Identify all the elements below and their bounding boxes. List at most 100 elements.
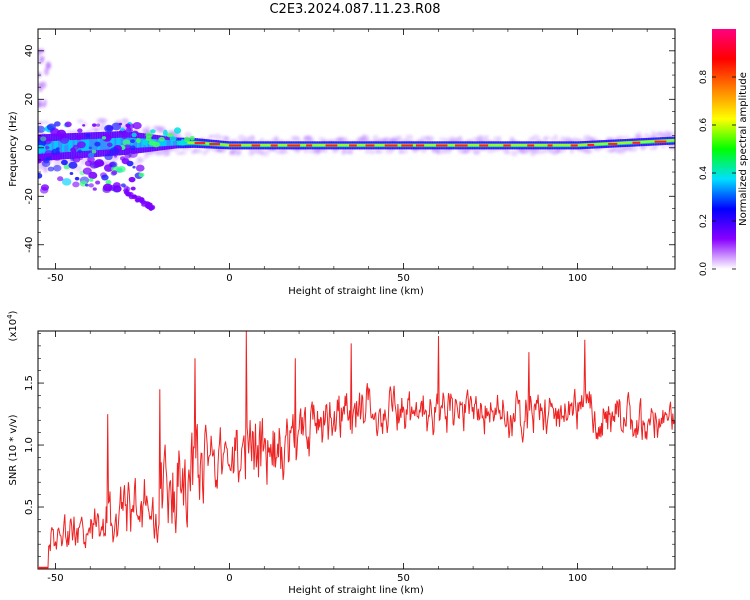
snr-ytick-label: 1.0 [24,437,35,453]
spectrogram-cell [231,150,242,156]
spectrogram-cell [160,139,163,147]
spectrogram-cell [169,136,177,142]
snr-panel: -50 0 50 100 0.5 1.0 1.5 Height of straight li… [6,310,676,596]
spectrogram-cell [559,143,562,147]
spectrogram-cell [545,143,548,147]
spectrogram-cell [89,161,99,169]
spectrogram-cell [345,143,348,147]
snr-xtick-label: 100 [568,573,587,584]
spectrogram-cell [54,121,61,127]
spectrogram-cell [224,143,228,147]
spectrogram-cell [135,138,138,148]
spectrogram-cell [303,143,306,147]
spectrogram-cell [587,143,595,147]
spectrogram-cell [451,143,454,147]
spectrogram-cell [510,143,513,147]
spectrogram-cell [229,144,242,147]
spectrogram-cell [173,127,182,134]
spectrogram-cell [604,142,607,145]
spectrogram-cell [349,144,357,147]
spectrogram-cell [247,135,255,142]
spectrogram-cell [100,118,109,123]
spectrogram-frame [37,28,676,270]
spectrogram-cell [555,143,558,147]
spectrogram-cell [94,141,101,147]
spectrogram-cell [263,143,266,147]
spectrogram-cell [226,143,229,147]
spectrogram-cell [539,143,543,147]
spectrogram-cell [378,143,381,147]
spectrogram-cell [164,139,167,147]
spectrogram-cell [59,136,70,144]
spectrogram-cell [120,117,129,124]
spectrogram-cell [621,141,624,145]
spectrogram-cell [122,139,131,146]
spectrogram-cell [470,143,473,147]
spectrogram-cell [64,121,72,128]
spectrogram-cell [570,144,578,147]
spectrogram-cell [433,143,437,147]
spectrogram-cell [541,143,544,147]
spectrogram-cell [412,143,416,147]
spectrogram-cell [585,143,588,146]
spectrogram-cell [150,129,156,134]
spectrogram-cell [131,132,137,138]
spectrogram-cell [91,149,97,154]
spectrogram-cell [538,143,541,147]
spectrogram-cell [379,143,383,147]
spectrogram-cell [158,136,165,142]
spectrogram-cell [123,188,129,193]
spectrogram-cell [615,135,625,140]
spectrogram-cell [358,143,362,147]
spectrogram-cell [477,143,480,147]
spectrogram-cell [101,174,109,181]
spectrogram-cell [472,143,475,147]
spectrogram-xtick-label: -50 [47,273,63,284]
spectrogram-cell [112,138,115,150]
spectrogram-cell [628,145,638,152]
spectrogram-cell [644,140,647,143]
spectrogram-cell [130,186,136,191]
spectrogram-cell [94,127,101,132]
spectrogram-cell [111,122,122,131]
spectrogram-cell [251,144,261,147]
spectrogram-cell [475,143,478,147]
spectrogram-cell [168,140,171,146]
spectrogram-cell [646,140,649,143]
spectrogram-cell [221,143,224,146]
spectrogram-cell [138,172,145,178]
spectrogram-cell [552,143,555,147]
spectrogram-cell [95,180,101,185]
spectrogram-cell [109,147,120,156]
spectrogram-cell [600,142,604,146]
spectrogram-cell [109,161,118,168]
spectrogram-cell [101,133,112,142]
spectrogram-cell [517,143,520,147]
spectrogram-cell [623,141,626,144]
spectrogram-cell [219,143,222,146]
spectrogram-cell [128,176,136,183]
spectrogram-cell [515,143,518,147]
spectrogram-cell [405,134,414,141]
spectrogram-cell [240,143,243,147]
spectrogram-cell [145,125,151,132]
spectrogram-cell [510,149,518,157]
spectrogram-ytick-label: 0 [24,145,35,151]
spectrogram-cell [113,154,118,158]
spectrogram-cell [166,139,169,146]
spectrogram-cell [44,145,50,150]
spectrogram-cell [209,134,217,139]
spectrogram-cell [75,165,83,173]
spectrogram-cell [640,140,644,144]
spectrogram-cell [642,140,645,144]
spectrogram-cell [606,142,609,145]
spectrogram-cell [668,131,675,137]
spectrogram-cell [89,139,92,151]
spectrogram-cell [278,143,282,147]
spectrogram-cell [59,140,63,153]
spectrogram-cell [513,143,517,147]
spectrogram-cell [599,142,602,146]
spectrogram-cell [522,143,525,147]
colorbar-label: Normalized spectral amplitude [738,72,749,226]
